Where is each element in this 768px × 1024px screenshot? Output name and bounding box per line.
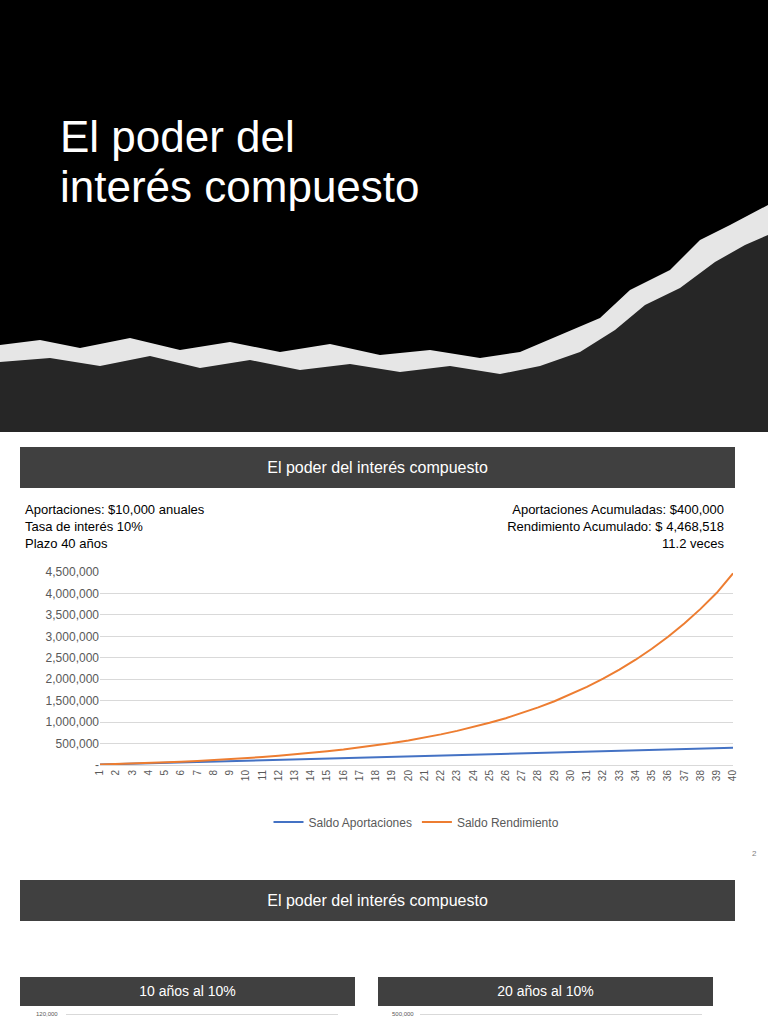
svg-text:11: 11: [257, 770, 268, 781]
html-text:Aportaciones: $10,000 anuales: Aportaciones: $10,000 anuales: [25, 502, 205, 517]
svg-text:2,500,000: 2,500,000: [46, 651, 100, 665]
svg-text:39: 39: [711, 770, 722, 782]
svg-text:Saldo Rendimiento: Saldo Rendimiento: [457, 816, 559, 830]
svg-text:36: 36: [662, 770, 673, 782]
svg-text:35: 35: [646, 770, 657, 782]
svg-text:4,000,000: 4,000,000: [46, 587, 100, 601]
svg-text:13: 13: [289, 770, 300, 782]
svg-text:18: 18: [370, 770, 381, 782]
svg-text:16: 16: [338, 770, 349, 782]
html-text:10 años al 10%: 10 años al 10%: [139, 983, 236, 999]
svg-text:5: 5: [159, 770, 170, 776]
html-text:2: 2: [752, 849, 757, 858]
svg-text:23: 23: [451, 770, 462, 782]
svg-text:33: 33: [614, 770, 625, 782]
svg-text:19: 19: [386, 770, 397, 782]
svg-text:7: 7: [192, 770, 203, 776]
svg-text:1: 1: [94, 770, 105, 776]
svg-text:2,000,000: 2,000,000: [46, 672, 100, 686]
svg-text:-: -: [95, 758, 99, 772]
svg-text:22: 22: [435, 770, 446, 782]
svg-text:1,000,000: 1,000,000: [46, 715, 100, 729]
html-text:Tasa de interés 10%: Tasa de interés 10%: [25, 519, 143, 534]
svg-text:3,500,000: 3,500,000: [46, 608, 100, 622]
svg-text:34: 34: [630, 770, 641, 782]
svg-text:15: 15: [321, 770, 332, 782]
svg-text:32: 32: [597, 770, 608, 782]
html-text:El poder del interés compuesto: El poder del interés compuesto: [267, 459, 488, 476]
html-text:20 años al 10%: 20 años al 10%: [497, 983, 594, 999]
svg-text:30: 30: [565, 770, 576, 782]
html-text:500,000: 500,000: [392, 1011, 414, 1017]
svg-text:38: 38: [695, 770, 706, 782]
svg-text:10: 10: [240, 770, 251, 782]
html-text:El poder del: El poder del: [60, 112, 295, 161]
svg-text:26: 26: [500, 770, 511, 782]
svg-text:25: 25: [484, 770, 495, 782]
svg-text:6: 6: [175, 770, 186, 776]
svg-text:27: 27: [516, 770, 527, 782]
svg-text:4: 4: [143, 770, 154, 776]
svg-text:37: 37: [679, 770, 690, 782]
html-text:interés compuesto: interés compuesto: [60, 162, 420, 211]
html-text:120,000: 120,000: [36, 1011, 58, 1017]
svg-text:3,000,000: 3,000,000: [46, 630, 100, 644]
svg-text:1,500,000: 1,500,000: [46, 694, 100, 708]
svg-text:29: 29: [549, 770, 560, 782]
svg-text:31: 31: [581, 770, 592, 782]
svg-text:9: 9: [224, 770, 235, 776]
svg-text:8: 8: [208, 770, 219, 776]
svg-text:28: 28: [532, 770, 543, 782]
svg-text:500,000: 500,000: [56, 737, 100, 751]
html-text:El poder del interés compuesto: El poder del interés compuesto: [267, 892, 488, 909]
html-text:11.2 veces: 11.2 veces: [662, 536, 724, 551]
svg-text:40: 40: [727, 770, 738, 782]
svg-text:14: 14: [305, 770, 316, 782]
svg-text:21: 21: [419, 770, 430, 782]
svg-text:4,500,000: 4,500,000: [46, 565, 100, 579]
svg-text:2: 2: [110, 770, 121, 776]
html-text:Plazo 40 años: Plazo 40 años: [25, 536, 108, 551]
svg-text:24: 24: [468, 770, 479, 782]
svg-text:12: 12: [273, 770, 284, 782]
svg-text:3: 3: [127, 770, 138, 776]
svg-text:17: 17: [354, 770, 365, 782]
html-text:Rendimiento Acumulado: $ 4,468: Rendimiento Acumulado: $ 4,468,518: [507, 519, 724, 534]
svg-text:20: 20: [403, 770, 414, 782]
svg-text:Saldo Aportaciones: Saldo Aportaciones: [309, 816, 412, 830]
html-text:Aportaciones Acumuladas: $400,: Aportaciones Acumuladas: $400,000: [512, 502, 724, 517]
